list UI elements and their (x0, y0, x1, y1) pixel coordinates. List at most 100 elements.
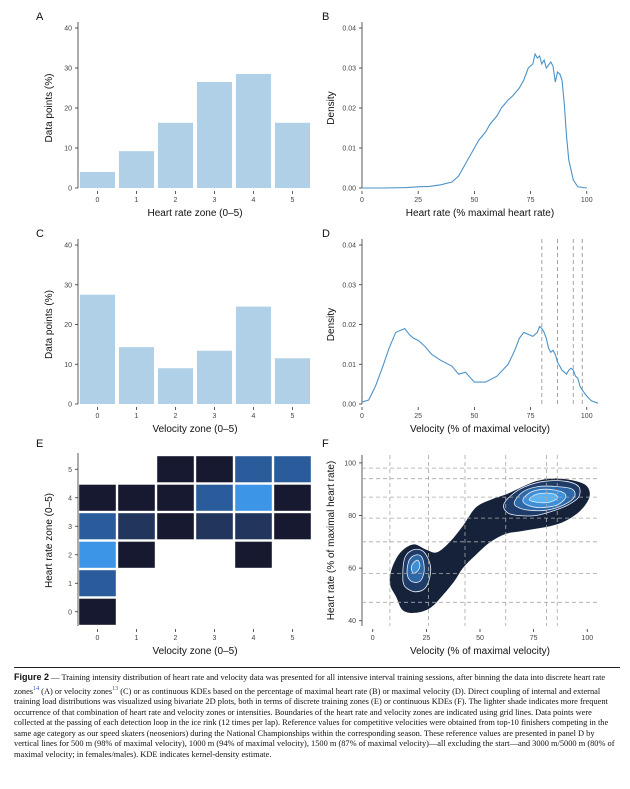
bar-zone-1 (118, 151, 155, 188)
y-axis-label: Heart rate zone (0–5) (44, 493, 55, 588)
x-tick-label: 75 (527, 197, 535, 204)
caption-figure-label: Figure 2 (14, 672, 50, 682)
heat-cell-v5-hr4 (274, 484, 311, 511)
caption-text-2: (A) or velocity zones (41, 686, 113, 696)
x-tick-label: 1 (135, 197, 139, 204)
heat-cell-v5-hr5 (274, 456, 311, 483)
heat-cell-v3-hr4 (196, 484, 233, 511)
x-tick-label: 0 (96, 413, 100, 420)
y-tick-label: 0.04 (342, 243, 356, 250)
y-tick-label: 0 (68, 402, 72, 409)
x-axis-label: Velocity zone (0–5) (152, 646, 237, 657)
y-tick-label: 0.04 (342, 26, 356, 33)
y-tick-label: 0.00 (342, 186, 356, 193)
x-tick-label: 50 (470, 413, 478, 420)
bar-zone-1 (118, 347, 155, 404)
bar-zone-3 (196, 82, 233, 188)
x-tick-label: 5 (291, 635, 295, 642)
x-tick-label: 50 (476, 635, 484, 642)
panel-a: A 0 10 20 30 40 0 1 2 3 4 5 Heart rate zone (0–5) Da… (36, 11, 311, 219)
bar-zone-0 (79, 294, 116, 404)
y-tick-label: 2 (68, 552, 72, 559)
heat-cell-v4-hr2 (235, 541, 272, 568)
y-axis-label: Density (326, 308, 337, 341)
heat-cell-v2-hr3 (157, 513, 194, 540)
panel-letter-d: D (322, 228, 330, 240)
caption-dash: — (51, 673, 60, 682)
x-axis-label: Heart rate (% maximal heart rate) (406, 208, 554, 219)
density-line (361, 325, 599, 404)
panel-letter-f: F (322, 438, 329, 450)
panel-c: C 0 10 20 30 40 0 1 2 3 4 5 Velocity zone (0–5) Data… (36, 228, 311, 435)
y-tick-label: 80 (348, 513, 356, 520)
bar-zone-2 (157, 122, 194, 188)
bar-zone-0 (79, 172, 116, 188)
y-axis-label: Data points (%) (44, 74, 55, 143)
panel-d: D 0.00 0.01 0.02 0.03 0.04 0 25 50 75 100 Velocity… (322, 228, 599, 435)
y-tick-label: 0.02 (342, 106, 356, 113)
x-tick-label: 75 (530, 635, 538, 642)
caption-text-1: Training intensity distribution of heart… (14, 673, 606, 696)
x-axis-label: Velocity (% of maximal velocity) (410, 646, 550, 657)
heat-cell-v0-hr1 (79, 570, 116, 597)
y-tick-label: 0.03 (342, 66, 356, 73)
x-tick-label: 5 (291, 413, 295, 420)
y-tick-label: 0 (68, 186, 72, 193)
x-tick-label: 3 (213, 413, 217, 420)
heat-cell-v0-hr4 (79, 484, 116, 511)
heat-cell-v3-hr3 (196, 513, 233, 540)
bar-zone-4 (235, 306, 272, 404)
heat-cell-v2-hr4 (157, 484, 194, 511)
panel-letter-c: C (36, 228, 44, 240)
heat-cell-v4-hr5 (235, 456, 272, 483)
x-tick-label: 100 (581, 197, 593, 204)
x-axis-label: Velocity (% of maximal velocity) (410, 424, 550, 435)
y-tick-label: 5 (68, 467, 72, 474)
y-tick-label: 40 (64, 26, 72, 33)
heat-cell-v0-hr2 (79, 541, 116, 568)
bar-zone-2 (157, 368, 194, 404)
y-tick-label: 40 (348, 618, 356, 625)
panel-letter-a: A (36, 11, 44, 23)
panel-e: E 0 1 2 3 4 5 0 1 2 3 4 5 Velocity zone (0–5) Heart r… (36, 438, 311, 657)
y-tick-label: 30 (64, 282, 72, 289)
x-tick-label: 100 (581, 635, 593, 642)
density-line (362, 52, 587, 189)
panel-letter-b: B (322, 11, 329, 23)
x-tick-label: 2 (174, 413, 178, 420)
bar-zone-5 (274, 122, 311, 188)
y-tick-label: 1 (68, 581, 72, 588)
y-tick-label: 10 (64, 146, 72, 153)
y-axis-label: Density (326, 91, 337, 124)
figure-caption: Figure 2 — Training intensity distributi… (14, 667, 620, 761)
heat-cell-v4-hr4 (235, 484, 272, 511)
heat-cell-v0-hr3 (79, 513, 116, 540)
x-tick-label: 3 (213, 635, 217, 642)
x-tick-label: 25 (414, 197, 422, 204)
bar-zone-3 (196, 350, 233, 404)
caption-text-3: (C) or as continuous KDEs based on the p… (14, 686, 615, 759)
heat-cell-v4-hr3 (235, 513, 272, 540)
caption-ref-14[interactable]: 14 (33, 685, 40, 692)
y-tick-label: 40 (64, 243, 72, 250)
x-tick-label: 4 (252, 197, 256, 204)
x-tick-label: 100 (581, 413, 593, 420)
x-tick-label: 50 (470, 197, 478, 204)
heat-cell-v5-hr3 (274, 513, 311, 540)
x-tick-label: 4 (252, 635, 256, 642)
y-tick-label: 0.02 (342, 322, 356, 329)
x-tick-label: 2 (174, 197, 178, 204)
x-tick-label: 0 (96, 635, 100, 642)
y-tick-label: 10 (64, 362, 72, 369)
heat-cell-v0-hr0 (79, 598, 116, 625)
x-tick-label: 1 (135, 635, 139, 642)
heat-cell-v2-hr5 (157, 456, 194, 483)
x-tick-label: 2 (174, 635, 178, 642)
y-tick-label: 4 (68, 495, 72, 502)
x-axis-label: Heart rate zone (0–5) (147, 208, 242, 219)
x-tick-label: 0 (96, 197, 100, 204)
caption-ref-13[interactable]: 13 (112, 685, 119, 692)
kde-contour-level-5 (528, 492, 558, 504)
heat-cell-v1-hr3 (118, 513, 155, 540)
y-tick-label: 0.00 (342, 402, 356, 409)
